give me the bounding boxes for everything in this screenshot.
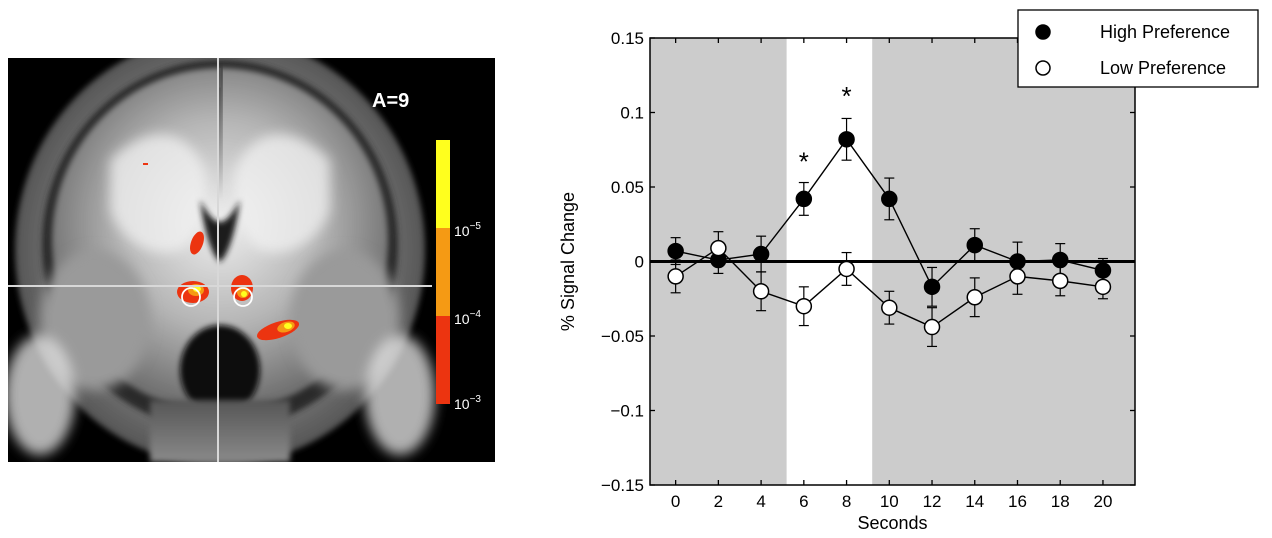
legend-marker-low bbox=[1035, 60, 1051, 76]
data-point bbox=[667, 242, 684, 260]
jaw-right bbox=[365, 335, 435, 455]
activation-blob bbox=[284, 323, 292, 329]
x-axis-label: Seconds bbox=[857, 513, 927, 533]
legend-label-high: High Preference bbox=[1100, 22, 1230, 42]
data-point bbox=[923, 278, 941, 296]
brain-slice-panel: A=9 10−5 10−4 10−3 bbox=[8, 58, 495, 462]
legend-box bbox=[1017, 9, 1259, 88]
x-tick-label: 16 bbox=[1008, 492, 1027, 511]
data-point bbox=[752, 245, 770, 263]
data-point bbox=[966, 236, 984, 254]
colorbar-segment-low bbox=[436, 316, 450, 404]
x-tick-label: 18 bbox=[1051, 492, 1070, 511]
roi-circle-right bbox=[233, 287, 253, 307]
data-point bbox=[881, 190, 898, 208]
y-axis-label: % Signal Change bbox=[558, 192, 578, 331]
slice-label: A=9 bbox=[372, 90, 409, 112]
ventricles bbox=[200, 200, 240, 262]
data-point bbox=[838, 131, 855, 148]
colorbar-tick-label: 10−5 bbox=[454, 221, 481, 239]
activation-blob bbox=[193, 286, 201, 292]
data-point bbox=[838, 260, 855, 278]
x-tick-label: 20 bbox=[1093, 492, 1112, 511]
y-tick-label: −0.05 bbox=[601, 327, 644, 346]
neck bbox=[150, 400, 290, 462]
legend-marker-high bbox=[1035, 24, 1051, 40]
significance-mark: * bbox=[842, 81, 852, 111]
data-point bbox=[710, 239, 727, 257]
y-tick-label: 0.1 bbox=[620, 104, 644, 123]
data-point bbox=[1094, 278, 1112, 296]
data-point bbox=[881, 299, 898, 316]
y-tick-label: 0.05 bbox=[611, 178, 644, 197]
data-point bbox=[752, 283, 770, 300]
data-point bbox=[667, 268, 684, 285]
x-tick-label: 10 bbox=[880, 492, 899, 511]
significance-mark: * bbox=[799, 147, 809, 177]
data-point bbox=[923, 318, 941, 336]
y-tick-label: −0.1 bbox=[610, 402, 644, 421]
x-tick-label: 12 bbox=[923, 492, 942, 511]
x-tick-label: 0 bbox=[671, 492, 680, 511]
data-point bbox=[795, 190, 813, 208]
colorbar-segment-high bbox=[436, 140, 450, 228]
series-low-preference bbox=[667, 231, 1112, 348]
y-tick-label: 0 bbox=[635, 253, 644, 272]
significance-layer: ** bbox=[799, 81, 852, 177]
y-tick-label: −0.15 bbox=[601, 476, 644, 495]
data-point bbox=[795, 297, 813, 315]
x-tick-label: 14 bbox=[965, 492, 984, 511]
activation-blob bbox=[143, 163, 148, 165]
legend: High Preference Low Preference bbox=[1017, 9, 1259, 88]
legend-label-low: Low Preference bbox=[1100, 58, 1226, 78]
activation-blob bbox=[190, 231, 204, 255]
data-point bbox=[966, 289, 984, 306]
colorbar: 10−5 10−4 10−3 bbox=[436, 140, 481, 412]
x-tick-label: 8 bbox=[842, 492, 851, 511]
signal-change-chart: ** 0.150.10.050−0.05−0.1−0.15 0 2 4 6 8 10 12 1… bbox=[558, 9, 1259, 533]
x-tick-label: 4 bbox=[756, 492, 765, 511]
colorbar-tick-label: 10−4 bbox=[454, 309, 481, 327]
data-point bbox=[1009, 268, 1026, 285]
roi-circle-left bbox=[181, 287, 201, 307]
white-matter-left bbox=[110, 134, 207, 253]
x-tick-label: 2 bbox=[714, 492, 723, 511]
x-tick-label: 6 bbox=[799, 492, 808, 511]
jaw-left bbox=[8, 335, 75, 455]
white-matter-right bbox=[233, 134, 330, 253]
brainstem-dark bbox=[180, 325, 260, 415]
colorbar-segment-mid bbox=[436, 228, 450, 316]
colorbar-tick-label: 10−3 bbox=[454, 394, 481, 412]
data-point bbox=[1051, 272, 1069, 290]
y-tick-label: 0.15 bbox=[611, 29, 644, 48]
series-layer bbox=[667, 117, 1112, 348]
activation-blob bbox=[241, 291, 247, 297]
series-high-preference bbox=[667, 117, 1112, 307]
data-point bbox=[1051, 251, 1069, 269]
